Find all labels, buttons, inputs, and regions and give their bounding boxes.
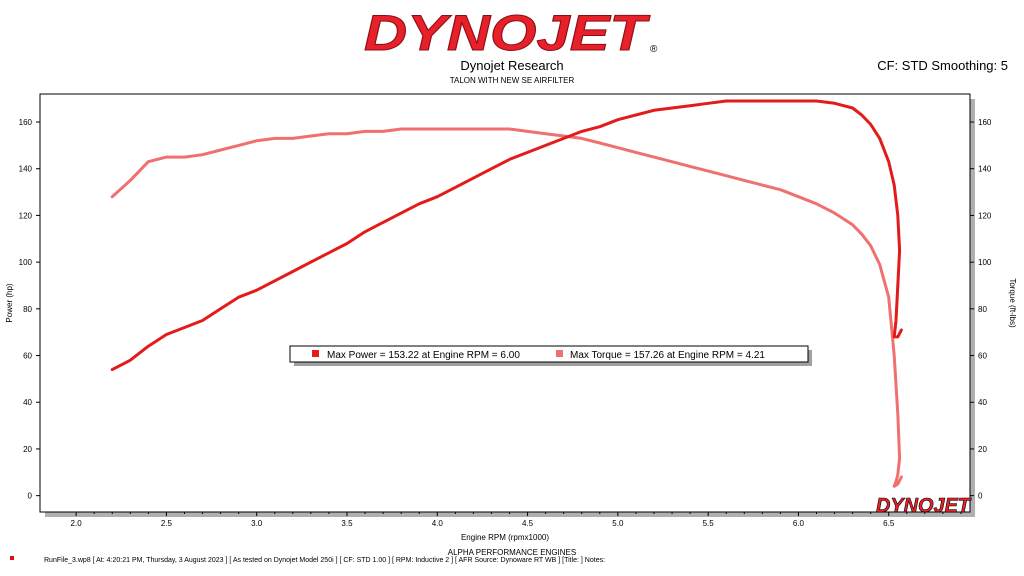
y-tick-label: 140 xyxy=(19,165,33,174)
y2-axis-label: Torque (ft-lbs) xyxy=(1008,278,1017,328)
x-tick-label: 2.5 xyxy=(161,519,173,528)
y-tick-label: 60 xyxy=(23,352,32,361)
legend-label-power: Max Power = 153.22 at Engine RPM = 6.00 xyxy=(327,350,520,361)
y-tick-label: 20 xyxy=(23,445,32,454)
dynojet-logo: DYNOJET ® xyxy=(364,6,659,58)
legend-label-torque: Max Torque = 157.26 at Engine RPM = 4.21 xyxy=(570,350,765,361)
plot-area xyxy=(39,93,971,513)
legend-swatch-power xyxy=(312,350,319,357)
y2-tick-label: 80 xyxy=(978,305,987,314)
legend-swatch-torque xyxy=(556,350,563,357)
power-curve xyxy=(110,99,903,372)
x-tick-label: 5.5 xyxy=(703,519,715,528)
y-tick-label: 40 xyxy=(23,398,32,407)
footer-company: ALPHA PERFORMANCE ENGINES xyxy=(447,548,577,557)
y2-tick-label: 140 xyxy=(978,165,992,174)
run-subtitle: TALON WITH NEW SE AIRFILTER xyxy=(449,76,575,85)
cf-smoothing-info: CF: STD Smoothing: 5 xyxy=(877,58,1008,73)
y-tick-label: 120 xyxy=(19,211,33,220)
y2-tick-label: 100 xyxy=(978,258,992,267)
x-tick-label: 6.0 xyxy=(793,519,805,528)
y2-tick-label: 60 xyxy=(978,352,987,361)
x-tick-label: 5.0 xyxy=(612,519,624,528)
y-tick-label: 0 xyxy=(28,492,33,501)
legend-box xyxy=(289,345,809,363)
y2-tick-label: 160 xyxy=(978,118,992,127)
y2-tick-label: 20 xyxy=(978,445,987,454)
watermark-logo: DYNOJET xyxy=(876,495,972,518)
registered-mark: ® xyxy=(650,44,658,55)
x-tick-label: 3.5 xyxy=(341,519,353,528)
company-name: Dynojet Research xyxy=(460,58,564,73)
x-tick-label: 3.0 xyxy=(251,519,263,528)
watermark-text: DYNOJET xyxy=(876,495,972,517)
y-tick-label: 160 xyxy=(19,118,33,127)
y-tick-label: 100 xyxy=(19,258,33,267)
y2-tick-label: 0 xyxy=(978,492,983,501)
x-tick-label: 4.5 xyxy=(522,519,534,528)
y-tick-label: 80 xyxy=(23,305,32,314)
footer-run-info: RunFile_3.wp8 [ At: 4:20:21 PM, Thursday… xyxy=(44,557,606,564)
y2-tick-label: 120 xyxy=(978,211,992,220)
legend: Max Power = 153.22 at Engine RPM = 6.00 … xyxy=(289,345,812,366)
x-tick-label: 6.5 xyxy=(883,519,895,528)
footer-marker-icon xyxy=(10,556,14,560)
torque-curve xyxy=(110,127,903,488)
y2-tick-label: 40 xyxy=(978,398,987,407)
logo-text: DYNOJET xyxy=(364,6,651,58)
x-tick-label: 2.0 xyxy=(71,519,83,528)
x-axis-label: Engine RPM (rpmx1000) xyxy=(461,533,549,542)
y-axis-label: Power (hp) xyxy=(5,283,14,322)
x-tick-label: 4.0 xyxy=(432,519,444,528)
